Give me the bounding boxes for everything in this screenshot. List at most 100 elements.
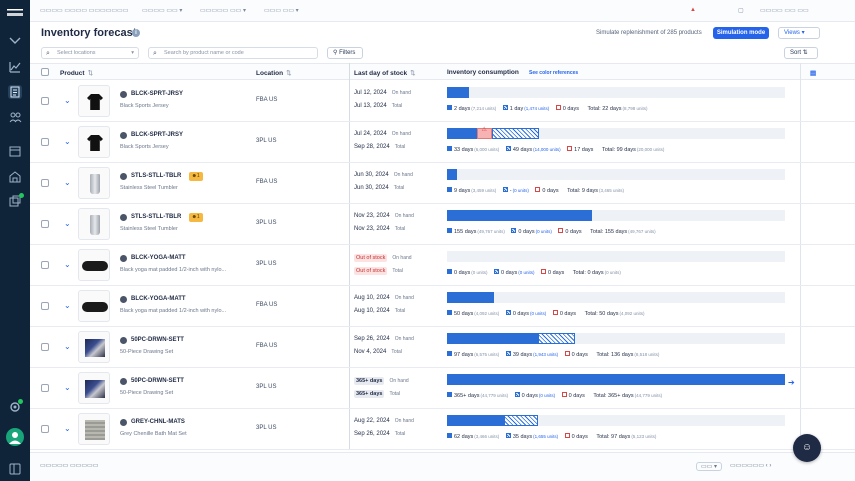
product-thumbnail [78,167,110,199]
product-sku[interactable]: BLCK-YOGA-MATT [131,255,186,261]
trend-chart-icon[interactable] [8,60,22,74]
collapse-sidebar-icon[interactable] [8,462,22,476]
consumption-bar[interactable] [447,415,785,426]
row-checkbox[interactable] [41,343,49,351]
row-checkbox[interactable] [41,138,49,146]
row-checkbox[interactable] [41,220,49,228]
pagination[interactable]: ▭▭▭▭▭▭ ‹ › [730,463,772,469]
views-button[interactable]: Views ▾ [778,27,820,39]
table-row[interactable]: ⌄ STLS-STLL-TBLR ☻1 Stainless Steel Tumb… [30,163,855,204]
expand-chevron-icon[interactable]: ⌄ [64,424,71,433]
table-row[interactable]: ⌄ 50PC-DRWN-SETT 50-Piece Drawing Set FB… [30,327,855,368]
gap-legend: 0 days [535,187,559,194]
consumption-legend: 2 days(7,214 units) 1 day(1,474 units) 0… [447,105,647,112]
row-checkbox[interactable] [41,302,49,310]
expand-chevron-icon[interactable]: ⌄ [64,137,71,146]
color-references-link[interactable]: See color references [529,70,579,76]
account-menu[interactable]: ▭▭▭▭ ▭▭ ▭▭ [760,8,809,14]
product-sku[interactable]: GREY-CHNL-MATS [131,419,185,425]
horizon-selector[interactable]: ▭▭▭▭▭ ▭▭ ▾ [200,8,247,14]
page-size-select[interactable]: ▭▭ ▾ [696,462,723,471]
consumption-bar[interactable] [447,251,785,262]
period-selector[interactable]: ▭▭▭▭ ▭▭ ▾ [142,8,183,14]
location-column-header[interactable]: Location ⇅ [256,69,292,77]
inbound-units[interactable]: (0 units) [530,310,547,316]
product-search-input[interactable]: ⌕ Search by product name or code [148,47,318,59]
on-hand-date-line: Sep 26, 2024 On hand [354,336,414,342]
expand-chevron-icon[interactable]: ⌄ [64,342,71,351]
inventory-forecast-icon[interactable] [8,85,22,99]
table-row[interactable]: ⌄ 50PC-DRWN-SETT 50-Piece Drawing Set 3P… [30,368,855,409]
chevron-down-nav-icon[interactable] [8,34,22,48]
consumption-bar[interactable] [447,374,785,385]
users-icon[interactable] [8,110,22,124]
gap-swatch [564,351,570,356]
scenario-selector[interactable]: ▭▭▭ ▭▭ ▾ [264,8,299,14]
product-sku[interactable]: BLCK-SPRT-JRSY [131,132,184,138]
product-sku[interactable]: BLCK-SPRT-JRSY [131,91,184,97]
columns-toggle-icon[interactable]: ▤ [810,70,817,77]
expand-chevron-icon[interactable]: ⌄ [64,96,71,105]
table-row[interactable]: ⌄ BLCK-YOGA-MATT Black yoga mat padded 1… [30,245,855,286]
last-day-column-header[interactable]: Last day of stock ⇅ [354,69,416,77]
inbound-units[interactable]: (1,474 units) [524,105,550,111]
user-avatar[interactable] [6,428,24,446]
inbound-units[interactable]: (0 units) [512,187,529,193]
settings-gear-icon[interactable] [8,400,22,414]
product-header-label: Product [60,70,85,77]
chat-support-icon[interactable]: ☺ [793,434,821,462]
inbound-units[interactable]: (1,943 units) [533,351,559,357]
alert-icon[interactable]: ▲ [690,7,696,13]
filters-button[interactable]: ⚲ Filters [327,47,363,59]
table-row[interactable]: ⌄ STLS-STLL-TBLR ☻1 Stainless Steel Tumb… [30,204,855,245]
product-column-header[interactable]: Product ⇅ [60,69,93,77]
row-checkbox[interactable] [41,384,49,392]
consumption-bar[interactable] [447,210,785,221]
integrations-icon[interactable] [8,194,22,208]
sidebar [0,0,30,481]
calendar-icon[interactable] [8,144,22,158]
inbound-units[interactable]: (0 units) [535,228,552,234]
consumption-bar[interactable] [447,292,785,303]
warehouse-icon[interactable] [8,170,22,184]
table-row[interactable]: ⌄ BLCK-YOGA-MATT Black yoga mat padded 1… [30,286,855,327]
expand-chevron-icon[interactable]: ⌄ [64,219,71,228]
row-checkbox[interactable] [41,261,49,269]
inbound-units[interactable]: (0 units) [518,269,535,275]
stock-duration-pill: 365+ days [354,377,385,385]
warning-badge[interactable]: ☻1 [188,172,203,181]
table-row[interactable]: ⌄ BLCK-SPRT-JRSY Black Sports Jersey 3PL… [30,122,855,163]
gap-swatch [541,269,547,274]
expand-chevron-icon[interactable]: ⌄ [64,178,71,187]
on-hand-legend: 0 days(0 units) [447,269,487,276]
sort-button[interactable]: Sort ⇅ [784,47,818,59]
expand-chevron-icon[interactable]: ⌄ [64,260,71,269]
table-row[interactable]: ⌄ GREY-CHNL-MATS Grey Chenille Bath Mat … [30,409,855,450]
product-sku[interactable]: 50PC-DRWN-SETT [131,337,184,343]
consumption-bar[interactable]: ⚠ [447,127,785,139]
product-sku[interactable]: STLS-STLL-TBLR [131,214,182,220]
inbound-units[interactable]: (14,000 units) [533,146,561,152]
select-all-checkbox[interactable] [41,68,49,76]
table-row[interactable]: ⌄ BLCK-SPRT-JRSY Black Sports Jersey FBA… [30,81,855,122]
info-icon[interactable]: i [132,29,140,37]
row-checkbox[interactable] [41,97,49,105]
gap-legend: 0 days [555,105,579,112]
consumption-bar[interactable] [447,87,785,98]
product-sku[interactable]: 50PC-DRWN-SETT [131,378,184,384]
consumption-bar[interactable] [447,333,785,344]
store-selector[interactable]: ▭▭▭▭ ▭▭▭▭ ▭▭▭▭▭▭▭ [40,8,129,14]
inbound-units[interactable]: (0 units) [538,392,556,398]
simulation-mode-button[interactable]: Simulation mode [713,27,769,39]
expand-chevron-icon[interactable]: ⌄ [64,301,71,310]
product-sku[interactable]: BLCK-YOGA-MATT [131,296,186,302]
warning-badge[interactable]: ☻1 [188,213,203,222]
row-checkbox[interactable] [41,179,49,187]
consumption-bar[interactable] [447,169,785,180]
expand-chevron-icon[interactable]: ⌄ [64,383,71,392]
help-icon[interactable]: ▢ [738,8,744,14]
row-checkbox[interactable] [41,425,49,433]
locations-select[interactable]: ⌕ Select locations ▾ [41,47,139,59]
product-sku[interactable]: STLS-STLL-TBLR [131,173,182,179]
inbound-units[interactable]: (1,655 units) [533,433,559,439]
